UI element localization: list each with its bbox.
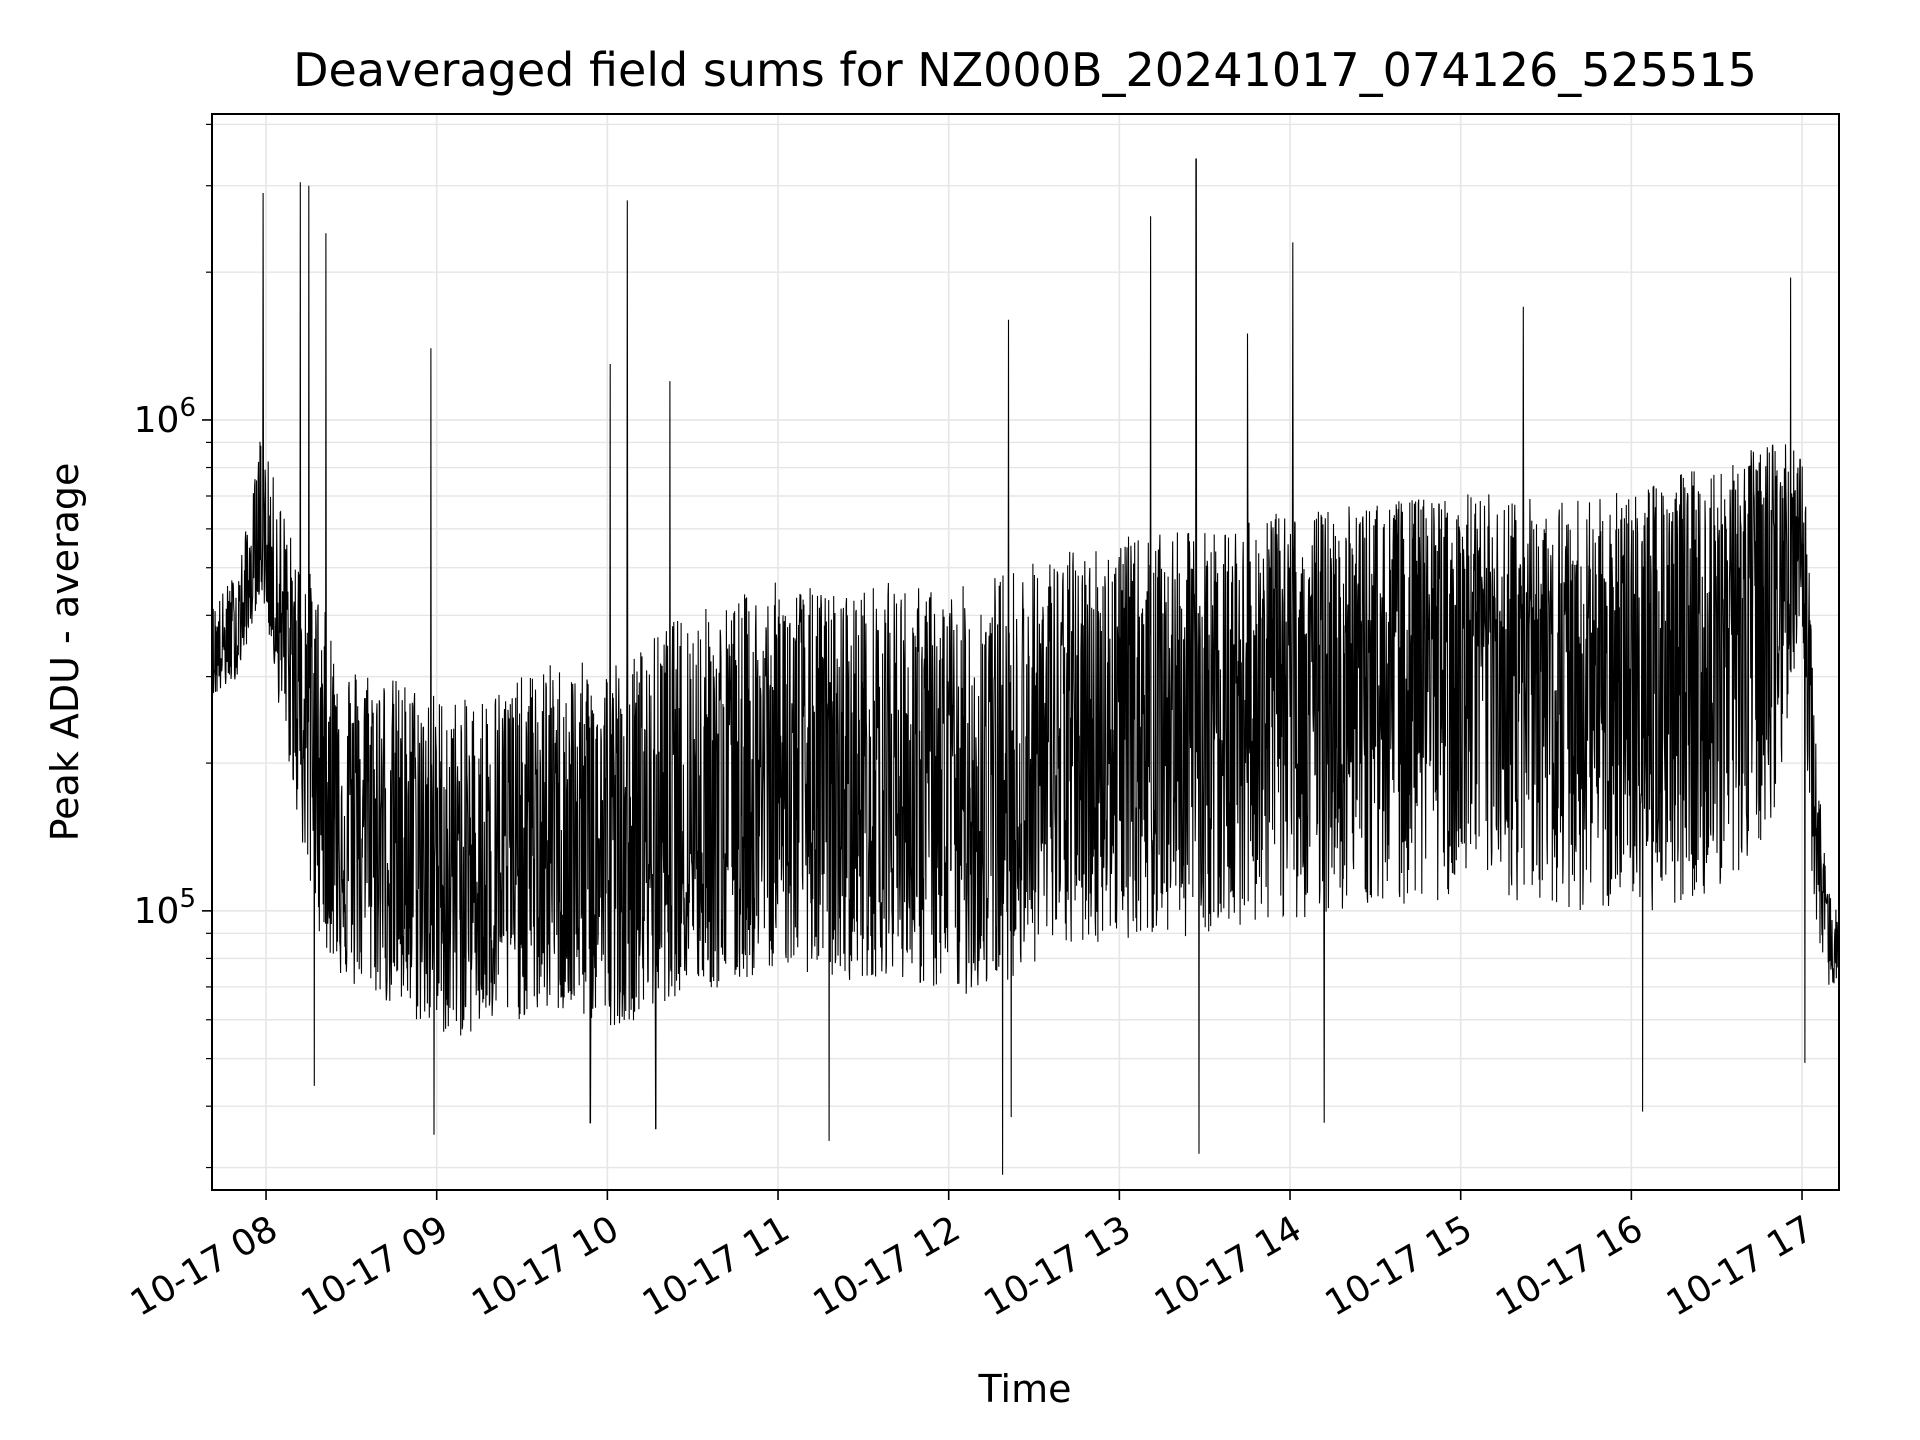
series-line [212,158,1839,1175]
y-tick-label: 106 [134,393,196,441]
y-tick-label: 105 [134,884,196,932]
x-axis-label: Time [978,1367,1072,1411]
y-axis: 105 106 [134,123,212,1169]
axes-frame [211,113,1840,1191]
chart-title: Deaveraged field sums for NZ000B_2024101… [293,43,1757,97]
plot-area [212,158,1839,1175]
y-axis-label: Peak ADU - average [43,463,87,842]
